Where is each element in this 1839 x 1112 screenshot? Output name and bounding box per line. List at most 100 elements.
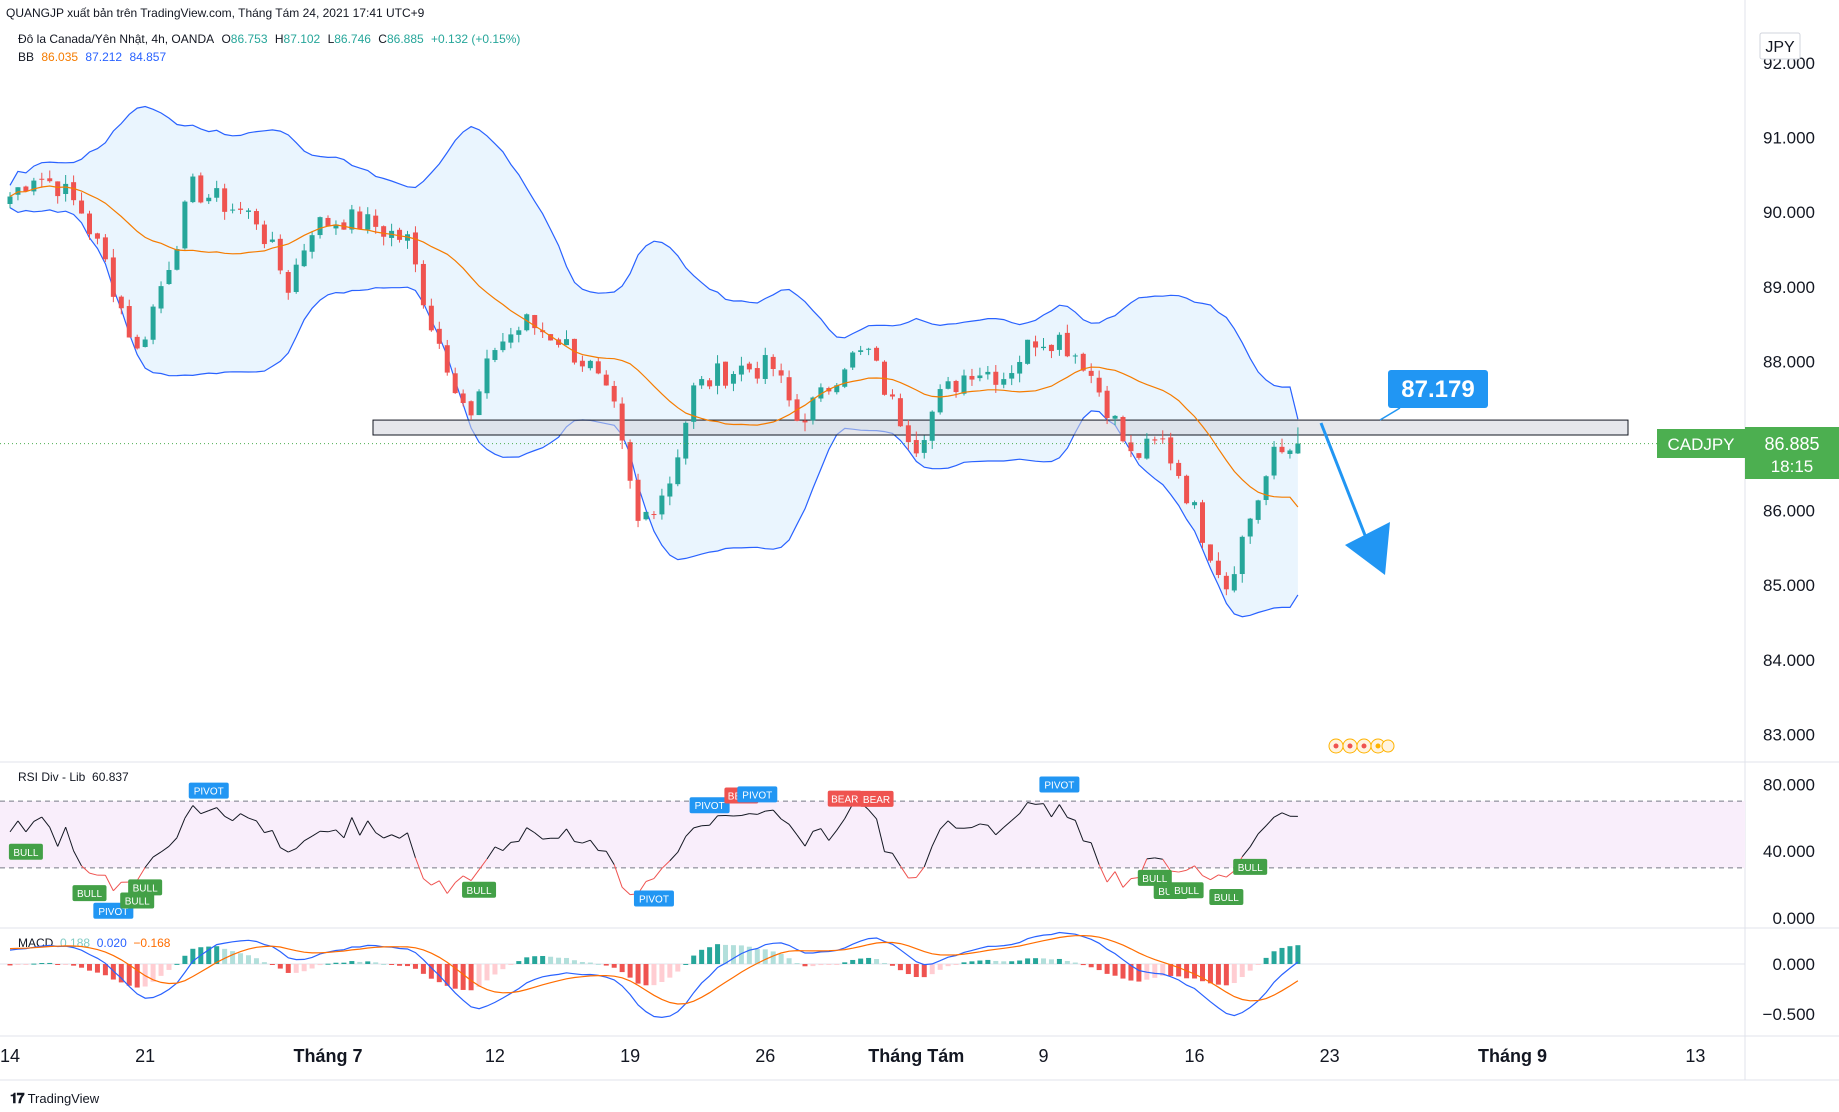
- macd-histogram-bar: [1207, 964, 1213, 984]
- candle-body: [349, 209, 355, 230]
- candle-body: [1120, 417, 1126, 442]
- candle-body: [730, 374, 736, 384]
- macd-histogram-bar: [611, 964, 617, 968]
- candle-body: [1295, 443, 1301, 454]
- rsi-segment: [1226, 870, 1235, 878]
- currency-button[interactable]: JPY: [1759, 32, 1801, 60]
- candle-body: [444, 345, 450, 373]
- bear-label: BEAR: [827, 790, 862, 807]
- candle-body: [468, 401, 474, 416]
- rsi-segment: [987, 824, 997, 836]
- macd-histogram-bar: [571, 960, 577, 964]
- ohlc-open: O86.753: [221, 32, 268, 46]
- symbol-description: Đô la Canada/Yên Nhật, 4h, OANDA: [18, 32, 215, 46]
- macd-histogram-bar: [246, 955, 251, 964]
- candle-body: [71, 182, 77, 201]
- candle-body: [564, 339, 569, 346]
- rsi-segment: [104, 875, 114, 891]
- macd-histogram-bar: [651, 964, 657, 986]
- candle-body: [357, 211, 363, 230]
- candle-body: [532, 315, 538, 329]
- replay-dots-icon[interactable]: [1328, 738, 1395, 754]
- callout-leader: [1379, 407, 1401, 421]
- brand-name: TradingView: [27, 1091, 100, 1106]
- macd-histogram-bar: [444, 964, 450, 986]
- rsi-segment: [1074, 820, 1084, 842]
- resistance-zone[interactable]: [372, 419, 1629, 436]
- macd-histogram-bar: [730, 945, 736, 964]
- rsi-tick-label: 80.000: [1763, 775, 1815, 794]
- candle-body: [277, 238, 283, 271]
- candle-body: [850, 352, 856, 368]
- candle-body: [579, 360, 585, 367]
- bb-label: BB: [18, 50, 35, 64]
- macd-histogram-bar: [214, 946, 220, 964]
- macd-histogram-bar: [94, 964, 100, 973]
- ohlc-low: L86.746: [327, 32, 371, 46]
- countdown: 18:15: [1771, 457, 1814, 476]
- candle-body: [31, 180, 37, 192]
- bb-basis-value: 86.035: [41, 50, 79, 64]
- candle-body: [333, 224, 339, 229]
- rsi-segment: [288, 848, 297, 853]
- macd-histogram-bar: [866, 957, 872, 964]
- macd-histogram-bar: [63, 964, 69, 965]
- rsi-segment: [741, 813, 750, 816]
- rsi-segment: [271, 830, 281, 848]
- bb-band-fill: [10, 106, 1298, 617]
- macd-histogram-bar: [778, 953, 784, 964]
- candle-body: [94, 233, 100, 239]
- candle-body: [715, 363, 721, 386]
- candle-body: [484, 358, 490, 394]
- candle-body: [1271, 446, 1277, 476]
- rsi-segment: [1186, 865, 1195, 871]
- rsi-segment: [534, 832, 543, 840]
- rsi-segment: [979, 823, 988, 826]
- macd-histogram-bar: [174, 963, 180, 965]
- candle-body: [683, 422, 689, 459]
- candle-body: [1048, 344, 1054, 352]
- macd-histogram-bar: [1080, 964, 1086, 966]
- candle-body: [627, 442, 633, 481]
- price-callout[interactable]: 87.179: [1379, 370, 1488, 421]
- rsi-segment: [1083, 840, 1092, 844]
- candle-body: [842, 369, 848, 387]
- rsi-segment: [971, 823, 981, 828]
- macd-histogram-bar: [31, 963, 37, 965]
- rsi-segment: [89, 872, 98, 876]
- macd-histogram-bar: [659, 964, 665, 982]
- rsi-segment: [502, 842, 512, 851]
- rsi-segment: [295, 840, 305, 849]
- rsi-segment: [1249, 833, 1259, 848]
- macd-histogram-bar: [325, 963, 331, 965]
- macd-histogram-bar: [770, 951, 776, 964]
- time-tick-label: 16: [1185, 1046, 1205, 1066]
- macd-histogram-bar: [166, 964, 172, 970]
- svg-text:BULL: BULL: [133, 883, 158, 894]
- rsi-segment: [1273, 812, 1283, 818]
- macd-histogram-bar: [635, 964, 641, 984]
- macd-histogram-bar: [373, 962, 379, 964]
- candle-body: [174, 249, 180, 270]
- candle-body: [1239, 536, 1245, 575]
- macd-histogram-bar: [1192, 964, 1198, 979]
- macd-histogram-bar: [1112, 964, 1118, 976]
- down-arrow-icon[interactable]: [1319, 422, 1390, 575]
- candle-body: [635, 479, 641, 521]
- rsi-segment: [359, 820, 369, 836]
- rsi-segment: [884, 851, 893, 854]
- candle-body: [47, 178, 53, 182]
- footer-brand[interactable]: 𝟏𝟕 TradingView: [10, 1090, 99, 1107]
- rsi-segment: [494, 846, 504, 852]
- macd-histogram-bar: [190, 948, 196, 964]
- candle-body: [1136, 453, 1142, 458]
- candle-body: [556, 339, 562, 345]
- macd-histogram-bar: [579, 961, 585, 964]
- candle-body: [460, 393, 466, 403]
- rsi-segment: [478, 858, 488, 871]
- rsi-segment: [454, 875, 464, 884]
- candle-body: [754, 368, 760, 379]
- rsi-segment: [820, 828, 830, 841]
- candle-body: [524, 314, 530, 331]
